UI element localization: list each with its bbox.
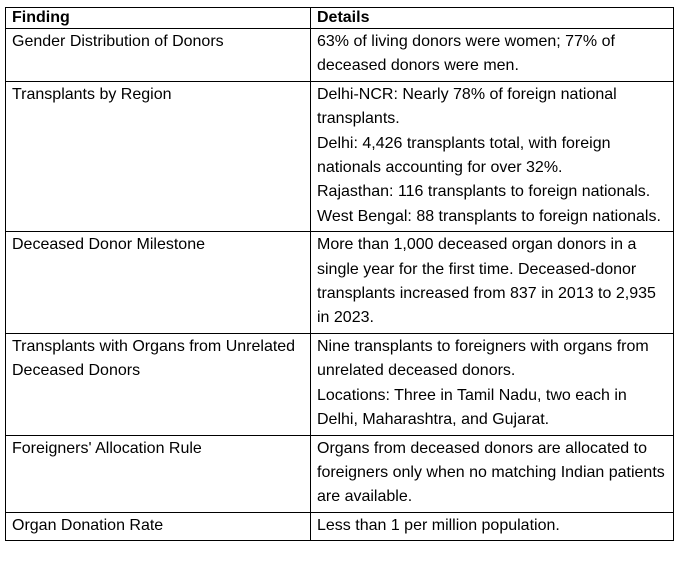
- details-cell: Delhi-NCR: Nearly 78% of foreign nationa…: [310, 80, 674, 233]
- details-text: West Bengal: 88 transplants to foreign n…: [317, 207, 661, 225]
- details-cell: 63% of living donors were women; 77% of …: [310, 28, 674, 82]
- findings-table-container: Finding Details Gender Distribution of D…: [5, 7, 674, 542]
- details-text: More than 1,000 deceased organ donors in…: [317, 236, 656, 327]
- finding-cell: Foreigners' Allocation Rule: [5, 434, 311, 513]
- table-row: Gender Distribution of Donors 63% of liv…: [5, 28, 674, 82]
- details-text: 63% of living donors were women; 77% of …: [317, 33, 615, 75]
- table-row: Organ Donation Rate Less than 1 per mill…: [5, 511, 674, 542]
- table-row: Foreigners' Allocation Rule Organs from …: [5, 434, 674, 513]
- table-row: Transplants by Region Delhi-NCR: Nearly …: [5, 80, 674, 233]
- details-text: Locations: Three in Tamil Nadu, two each…: [317, 386, 627, 429]
- details-cell: Organs from deceased donors are allocate…: [310, 434, 674, 513]
- header-finding: Finding: [5, 7, 311, 29]
- finding-cell: Transplants by Region: [5, 80, 311, 233]
- finding-cell: Deceased Donor Milestone: [5, 231, 311, 334]
- finding-cell: Gender Distribution of Donors: [5, 28, 311, 82]
- details-cell: More than 1,000 deceased organ donors in…: [310, 231, 674, 334]
- finding-cell: Transplants with Organs from Unrelated D…: [5, 332, 311, 436]
- finding-cell: Organ Donation Rate: [5, 511, 311, 542]
- details-cell: Less than 1 per million population.: [310, 511, 674, 542]
- header-details: Details: [310, 7, 674, 29]
- details-cell: Nine transplants to foreigners with orga…: [310, 332, 674, 436]
- details-text: Delhi: 4,426 transplants total, with for…: [317, 134, 611, 177]
- table-header-row: Finding Details: [5, 7, 674, 29]
- details-text: Rajasthan: 116 transplants to foreign na…: [317, 183, 651, 201]
- details-text: Delhi-NCR: Nearly 78% of foreign nationa…: [317, 85, 617, 128]
- details-text: Organs from deceased donors are allocate…: [317, 439, 665, 506]
- findings-table: Finding Details Gender Distribution of D…: [5, 7, 674, 542]
- details-text: Less than 1 per million population.: [317, 516, 560, 534]
- table-row: Transplants with Organs from Unrelated D…: [5, 332, 674, 436]
- details-text: Nine transplants to foreigners with orga…: [317, 337, 649, 380]
- table-row: Deceased Donor Milestone More than 1,000…: [5, 231, 674, 334]
